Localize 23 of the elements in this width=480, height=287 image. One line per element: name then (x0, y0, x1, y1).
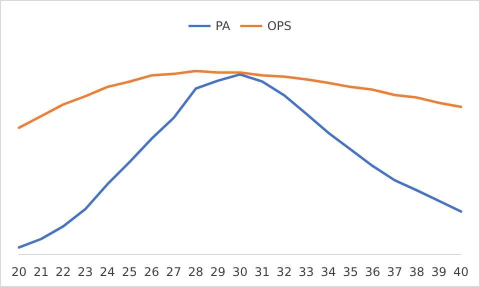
x-tick-label: 27 (166, 265, 182, 279)
legend-label: OPS (267, 19, 292, 33)
x-tick-label: 36 (364, 265, 380, 279)
x-tick-label: 37 (387, 265, 402, 279)
x-tick-label: 31 (254, 265, 270, 279)
x-tick-label: 24 (100, 265, 116, 279)
x-tick-label: 35 (342, 265, 358, 279)
x-tick-label: 40 (453, 265, 469, 279)
x-tick-label: 33 (298, 265, 314, 279)
x-tick-label: 21 (33, 265, 49, 279)
x-tick-label: 28 (188, 265, 204, 279)
x-tick-label: 32 (276, 265, 292, 279)
x-tick-label: 26 (144, 265, 160, 279)
x-tick-label: 25 (122, 265, 138, 279)
x-tick-label: 30 (232, 265, 248, 279)
legend-label: PA (216, 19, 231, 33)
x-tick-label: 29 (210, 265, 226, 279)
x-tick-label: 20 (11, 265, 27, 279)
x-tick-label: 39 (431, 265, 447, 279)
x-tick-label: 23 (78, 265, 93, 279)
x-tick-label: 34 (320, 265, 336, 279)
x-tick-label: 22 (56, 265, 71, 279)
x-tick-label: 38 (409, 265, 424, 279)
